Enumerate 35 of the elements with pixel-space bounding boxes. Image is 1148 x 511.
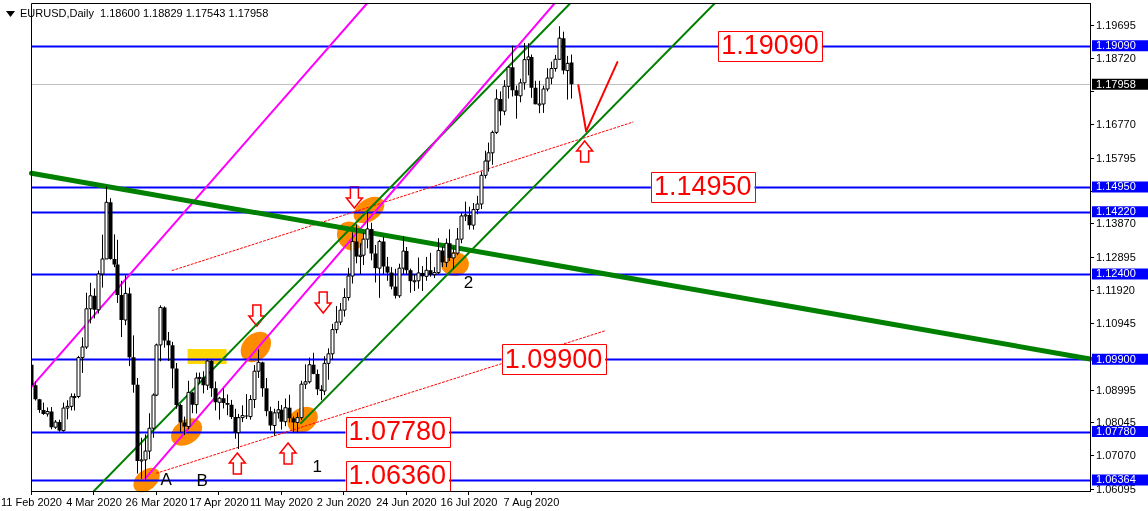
- y-tick-label: 1.07070: [1096, 449, 1136, 462]
- x-tick-label: 17 Apr 2020: [189, 495, 249, 508]
- ref-line-label: 1.09900: [1096, 352, 1136, 365]
- ref-line-label: 1.14950: [1096, 180, 1136, 193]
- y-tick-label: 1.13870: [1096, 217, 1136, 230]
- x-tick-label: 16 Jul 2020: [440, 495, 498, 508]
- annotation: 1.19090: [721, 30, 819, 61]
- annotation: 1.07780: [348, 416, 447, 447]
- candlestick: [315, 369, 320, 396]
- y-tick-label: 1.12895: [1096, 250, 1136, 263]
- candlestick: [225, 393, 230, 416]
- x-tick-label: 11 Feb 2020: [0, 495, 62, 508]
- x-tick-label: 24 Jun 2020: [376, 495, 437, 508]
- ref-line-label: 1.19090: [1096, 39, 1136, 52]
- y-tick-label: 1.15795: [1096, 151, 1136, 164]
- ref-line-label: 1.12400: [1096, 267, 1136, 280]
- annotation: 1.09900: [504, 343, 603, 374]
- ref-line-label: 1.14220: [1096, 205, 1136, 218]
- x-tick-label: 26 Mar 2020: [125, 495, 188, 508]
- y-tick-label: 1.16770: [1096, 118, 1136, 131]
- annotation: 1.06360: [348, 460, 447, 491]
- x-tick-label: 4 Mar 2020: [66, 495, 122, 508]
- y-tick-label: 1.11920: [1096, 283, 1135, 296]
- annotation: 1.14950: [653, 171, 752, 202]
- x-tick-label: 7 Aug 2020: [503, 495, 560, 508]
- x-tick-label: 2 Jun 2020: [316, 495, 372, 508]
- y-tick-label: 1.18720: [1096, 51, 1136, 64]
- candlestick: [569, 54, 574, 100]
- y-tick-label: 1.19695: [1096, 18, 1136, 31]
- y-tick-label: 1.10945: [1096, 317, 1136, 330]
- ref-line-label: 1.17958: [1096, 77, 1136, 90]
- y-tick-label: 1.08995: [1096, 383, 1136, 396]
- annotation: 1: [312, 456, 323, 476]
- x-tick-label: 11 May 2020: [250, 495, 313, 508]
- annotation: 2: [463, 272, 474, 292]
